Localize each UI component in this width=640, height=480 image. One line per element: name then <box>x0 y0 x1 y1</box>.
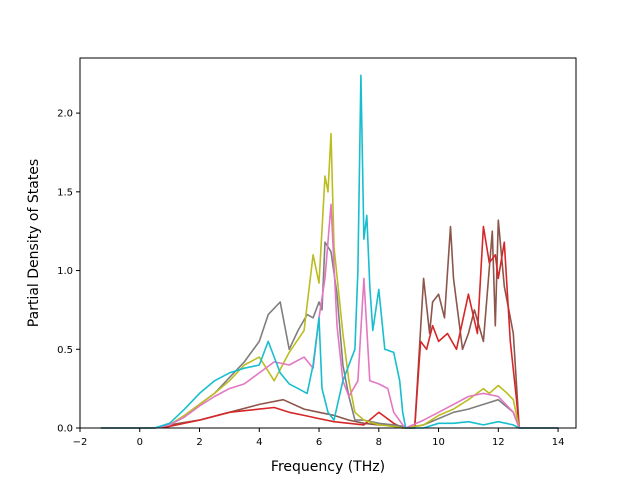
x-tick-label: 12 <box>492 437 505 448</box>
x-tick-label: −2 <box>73 437 88 448</box>
series-line-6 <box>100 74 559 429</box>
y-axis-label: Partial Density of States <box>26 159 42 327</box>
y-tick-label: 0.0 <box>57 424 73 435</box>
y-tick-label: 1.0 <box>57 266 73 277</box>
x-tick-label: 6 <box>316 437 322 448</box>
y-tick-label: 0.5 <box>57 345 73 356</box>
x-tick-label: 0 <box>137 437 143 448</box>
x-tick-label: 14 <box>552 437 565 448</box>
plot-frame <box>79 57 577 429</box>
x-tick-label: 2 <box>196 437 202 448</box>
series-line-4 <box>100 132 559 429</box>
series-line-1 <box>100 219 559 429</box>
series-layer <box>100 74 559 429</box>
x-axis: −2 0 2 4 6 8 10 12 14 <box>73 428 565 448</box>
y-axis: 0.0 0.5 1.0 1.5 2.0 <box>57 109 80 435</box>
x-axis-label: Frequency (THz) <box>271 459 385 475</box>
y-tick-label: 2.0 <box>57 109 73 120</box>
x-tick-label: 4 <box>256 437 262 448</box>
series-line-3 <box>100 241 559 429</box>
y-tick-label: 1.5 <box>57 187 73 198</box>
x-tick-label: 10 <box>432 437 445 448</box>
x-tick-label: 8 <box>376 437 382 448</box>
series-line-5 <box>100 203 559 429</box>
